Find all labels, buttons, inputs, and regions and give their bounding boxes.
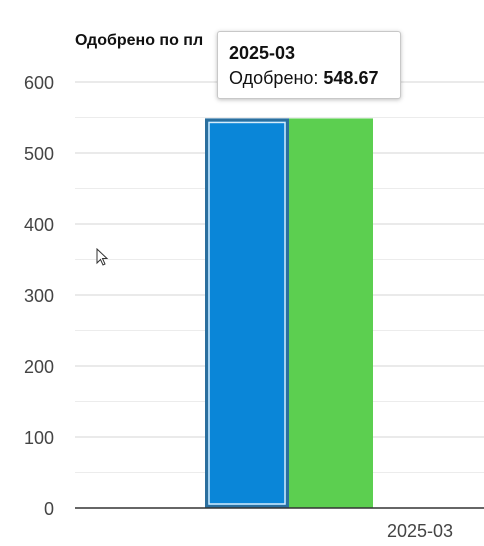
- tooltip-title: 2025-03: [229, 43, 296, 63]
- tooltip-value: 548.67: [323, 68, 379, 88]
- chart-title: Одобрено по пл: [75, 32, 204, 49]
- bar-hover-outline: [205, 118, 289, 508]
- tooltip-row: Одобрено: 548.67: [229, 66, 400, 90]
- y-tick-label: 500: [24, 144, 54, 164]
- x-tick-label: 2025-03: [387, 521, 453, 541]
- y-tick-label: 600: [24, 73, 54, 93]
- y-axis-ticks: 0 100 200 300 400 500 600: [24, 73, 54, 519]
- tooltip-label: Одобрено:: [229, 68, 324, 88]
- tooltip: 2025-03 Одобрено: 548.67: [217, 31, 401, 99]
- bars: [205, 118, 373, 508]
- x-axis-ticks: 2025-03: [387, 521, 453, 541]
- y-tick-label: 200: [24, 357, 54, 377]
- y-tick-label: 100: [24, 428, 54, 448]
- y-tick-label: 0: [44, 499, 54, 519]
- bar-hover-inner-outline: [208, 121, 286, 505]
- bar-series-1: [205, 118, 289, 508]
- y-tick-label: 300: [24, 286, 54, 306]
- bar-series-2: [289, 118, 373, 508]
- mouse-pointer-icon: [96, 248, 109, 266]
- y-tick-label: 400: [24, 215, 54, 235]
